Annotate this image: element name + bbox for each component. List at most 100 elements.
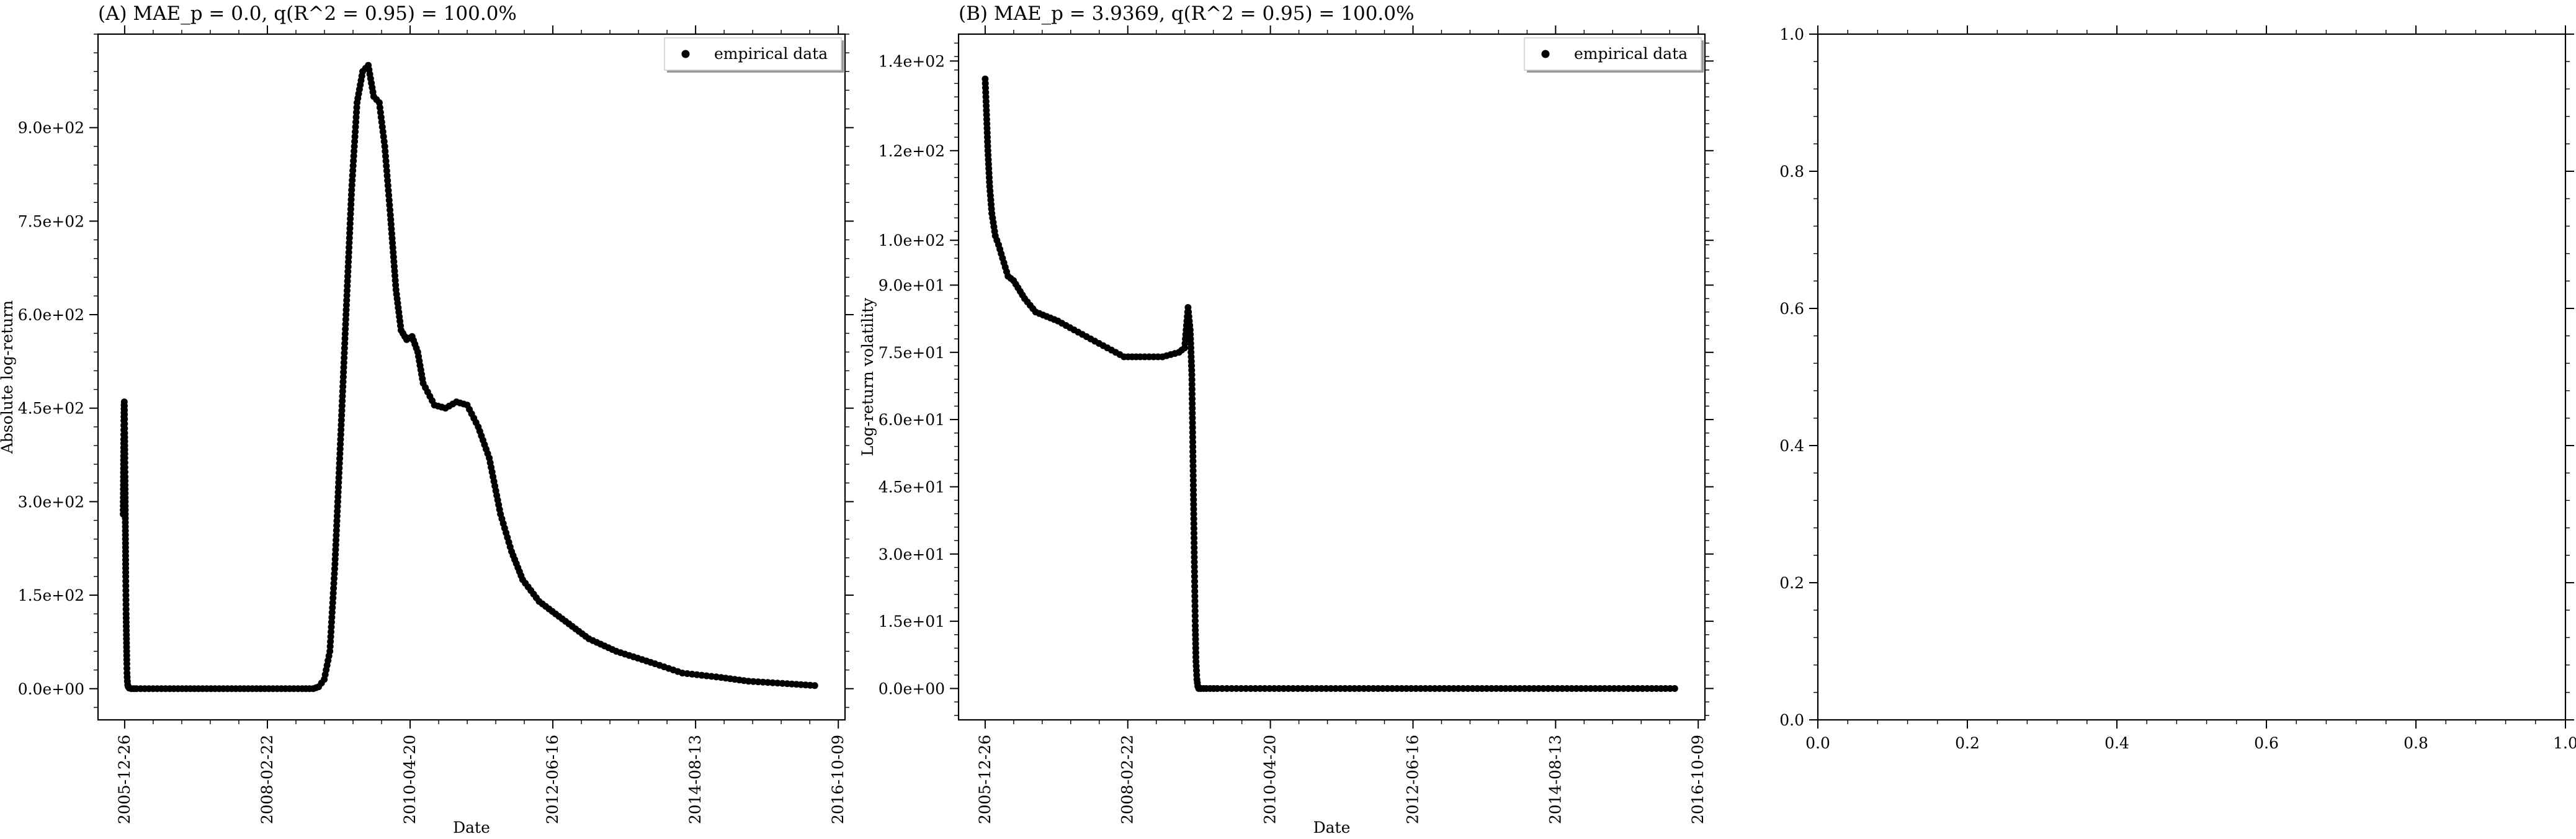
data-point-interp xyxy=(338,402,346,410)
data-point-interp xyxy=(1299,684,1306,692)
legend-box xyxy=(1524,37,1702,71)
data-point-interp xyxy=(1441,684,1448,692)
x-tick-label: 2010-04-20 xyxy=(1261,735,1279,824)
data-point-interp xyxy=(1191,554,1198,561)
data-point-interp xyxy=(331,570,338,577)
x-tick-label: 0.6 xyxy=(2254,734,2279,752)
data-point-interp xyxy=(382,153,389,160)
y-tick-label: 3.0e+01 xyxy=(879,545,945,563)
data-point-interp xyxy=(1370,684,1377,692)
legend-marker xyxy=(681,50,690,58)
data-point-interp xyxy=(344,282,351,290)
data-point-interp xyxy=(338,416,345,424)
data-point-interp xyxy=(1365,684,1372,692)
data-point-interp xyxy=(335,474,342,482)
data-point-interp xyxy=(1190,510,1197,518)
data-point-interp xyxy=(1521,684,1528,692)
data-point-interp xyxy=(340,369,347,376)
data-point-interp xyxy=(1237,684,1245,692)
data-point-interp xyxy=(346,230,354,237)
data-point-interp xyxy=(328,614,336,621)
y-tick-label: 0.0e+00 xyxy=(879,680,945,698)
data-point-interp xyxy=(348,181,356,189)
data-point xyxy=(381,143,388,150)
data-point-interp xyxy=(1289,684,1297,692)
data-point-interp xyxy=(347,215,354,222)
data-point-interp xyxy=(1408,684,1415,692)
data-point-interp xyxy=(346,234,353,241)
x-tick-label: 0.8 xyxy=(2404,734,2428,752)
data-point-interp xyxy=(1285,684,1292,692)
y-tick-label: 1.0e+02 xyxy=(879,231,945,249)
data-point-interp xyxy=(1275,684,1282,692)
chart-title: (A) MAE_p = 0.0, q(R^2 = 0.95) = 100.0% xyxy=(98,2,517,25)
data-point-interp xyxy=(1389,684,1396,692)
data-point xyxy=(326,648,334,655)
x-tick-label: 0.4 xyxy=(2104,734,2129,752)
data-point-interp xyxy=(1559,684,1566,692)
data-point-interp xyxy=(1601,684,1608,692)
data-point-interp xyxy=(1191,603,1199,610)
data-point-interp xyxy=(1417,684,1424,692)
data-point-interp xyxy=(349,162,357,169)
data-point-interp xyxy=(342,302,350,309)
data-point-interp xyxy=(334,508,341,515)
data-point-interp xyxy=(1190,525,1197,532)
data-point-interp xyxy=(1374,684,1382,692)
data-point-interp xyxy=(353,104,360,111)
data-point-interp xyxy=(1189,448,1197,455)
data-point-interp xyxy=(1587,684,1594,692)
data-point-interp xyxy=(1233,684,1240,692)
y-tick-label: 1.0 xyxy=(1779,25,1804,43)
data-point-interp xyxy=(342,321,349,328)
data-point-interp xyxy=(338,421,345,429)
data-point-interp xyxy=(346,239,353,246)
data-point-interp xyxy=(385,197,393,204)
data-point-interp xyxy=(1384,684,1391,692)
data-point-interp xyxy=(1190,491,1197,498)
data-point-interp xyxy=(339,388,346,395)
y-tick-label: 7.5e+02 xyxy=(18,212,84,230)
data-point-interp xyxy=(343,287,351,294)
x-tick-label: 2016-10-09 xyxy=(1689,735,1707,824)
data-point-interp xyxy=(1554,684,1561,692)
data-point-interp xyxy=(337,431,344,438)
data-point-interp xyxy=(351,138,359,145)
data-point-interp xyxy=(749,678,757,685)
data-point-interp xyxy=(335,479,342,486)
data-point-interp xyxy=(353,109,360,116)
data-point-interp xyxy=(384,177,391,184)
x-tick-label: 2014-08-13 xyxy=(1546,735,1564,824)
data-point-interp xyxy=(1261,684,1269,692)
y-tick-label: 1.2e+02 xyxy=(879,142,945,160)
data-point-interp xyxy=(754,678,762,686)
data-point-interp xyxy=(352,119,360,126)
plot-frame xyxy=(1817,33,2567,721)
data-point-interp xyxy=(329,594,337,602)
data-point-interp xyxy=(1611,684,1618,692)
y-tick-label: 6.0e+01 xyxy=(879,411,945,429)
data-point-interp xyxy=(344,277,351,285)
data-point-interp xyxy=(327,638,334,645)
data-point-interp xyxy=(342,306,350,313)
data-point-interp xyxy=(332,546,339,554)
y-tick-label: 0.8 xyxy=(1779,163,1804,181)
data-point-interp xyxy=(1459,684,1467,692)
data-point-interp xyxy=(1190,520,1197,527)
data-point-interp xyxy=(1341,684,1349,692)
data-point-interp xyxy=(1191,612,1199,619)
data-point-interp xyxy=(347,205,354,213)
legend-label: empirical data xyxy=(1574,45,1688,63)
plot-frame xyxy=(97,33,846,721)
legend-marker xyxy=(1541,50,1550,58)
data-point-interp xyxy=(345,253,352,261)
y-tick-label: 0.0 xyxy=(1779,711,1804,729)
y-tick-label: 9.0e+02 xyxy=(18,119,84,137)
data-point-interp xyxy=(336,445,344,452)
data-point-interp xyxy=(341,354,348,362)
data-point-interp xyxy=(351,143,358,150)
data-point xyxy=(1190,506,1197,513)
data-point-interp xyxy=(1191,549,1198,556)
data-point-interp xyxy=(1436,684,1443,692)
data-point-interp xyxy=(1189,443,1197,451)
